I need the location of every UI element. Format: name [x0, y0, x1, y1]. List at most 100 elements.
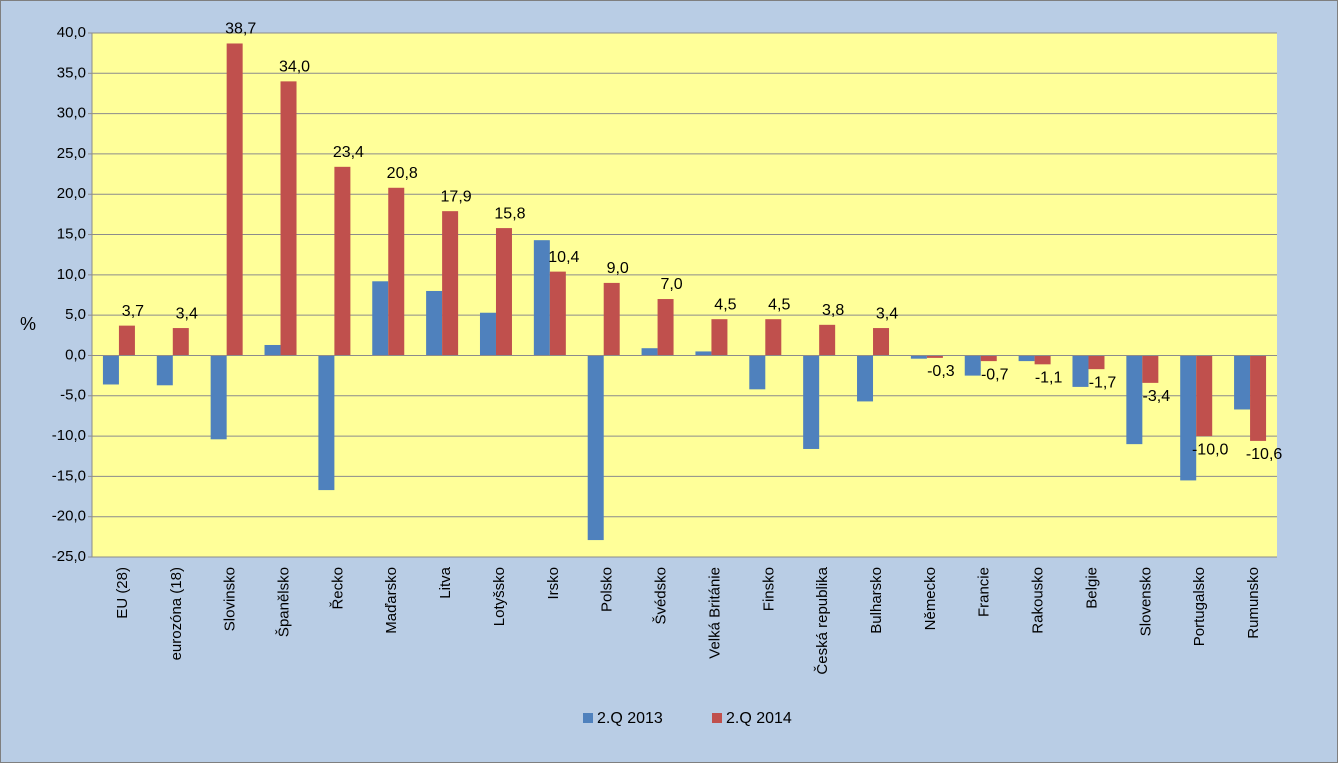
x-tick-label: EU (28) [114, 567, 131, 619]
bar [372, 281, 389, 356]
x-tick-label: Rumunsko [1245, 567, 1262, 639]
bar [749, 355, 766, 390]
value-label: 4,5 [768, 296, 790, 313]
bar [479, 312, 496, 356]
bar [803, 355, 820, 449]
y-tick-label: 25,0 [57, 145, 86, 162]
y-tick-label: -5,0 [60, 387, 86, 404]
bar [1180, 355, 1197, 481]
x-tick-label: Maďarsko [383, 567, 400, 634]
bar [910, 355, 927, 359]
y-tick-label: -10,0 [52, 427, 86, 444]
y-tick-label: -15,0 [52, 467, 86, 484]
bar [334, 166, 351, 356]
value-label: 38,7 [225, 21, 256, 38]
bar [210, 355, 227, 440]
x-tick-label: Rakousko [1030, 567, 1047, 634]
bar [1034, 355, 1051, 365]
y-tick-label: 5,0 [65, 306, 86, 323]
value-label: 4,5 [714, 296, 736, 313]
bar [603, 282, 620, 356]
value-label: 17,9 [441, 188, 472, 205]
bar [495, 228, 512, 356]
bar [1072, 355, 1089, 387]
bar [1126, 355, 1143, 445]
bar [318, 355, 335, 491]
value-label: -0,7 [981, 366, 1009, 383]
bar [172, 328, 189, 356]
x-tick-label: Finsko [760, 567, 777, 611]
value-label: 23,4 [333, 144, 364, 161]
bar [1250, 355, 1267, 441]
value-label: 3,8 [822, 302, 844, 319]
bar [657, 299, 674, 356]
bar [118, 325, 135, 356]
plot-area [92, 33, 1277, 557]
value-label: -3,4 [1143, 388, 1171, 405]
bar [1018, 355, 1035, 362]
x-tick-label: Portugalsko [1191, 567, 1208, 646]
y-tick-label: 15,0 [57, 226, 86, 243]
y-tick-label: 10,0 [57, 266, 86, 283]
legend-label: 2.Q 2013 [597, 710, 663, 727]
x-tick-label: Litva [437, 566, 454, 598]
bar [1142, 355, 1159, 383]
bar [587, 355, 604, 541]
x-tick-label: Slovensko [1137, 567, 1154, 636]
bar [873, 328, 890, 356]
bar [549, 271, 566, 356]
value-label: 7,0 [660, 276, 682, 293]
value-label: 15,8 [494, 205, 525, 222]
bar [533, 240, 550, 356]
x-tick-label: Francie [976, 567, 993, 617]
value-label: 3,4 [876, 305, 898, 322]
bar [926, 355, 943, 358]
bar [1234, 355, 1251, 410]
x-tick-label: Bulharsko [868, 567, 885, 634]
bar [711, 319, 728, 356]
bar [695, 351, 712, 356]
value-label: -10,0 [1192, 441, 1229, 458]
value-label: -0,3 [927, 363, 955, 380]
bar [857, 355, 874, 402]
x-tick-label: Slovinsko [222, 567, 239, 631]
x-tick-label: Belgie [1083, 567, 1100, 609]
bar [280, 81, 297, 356]
value-label: -1,7 [1089, 374, 1117, 391]
y-tick-label: -25,0 [52, 548, 86, 565]
x-tick-label: Polsko [599, 567, 616, 612]
bar [641, 348, 658, 356]
legend-swatch [583, 713, 593, 723]
x-tick-label: Velká Británie [706, 567, 723, 659]
x-tick-label: Lotyšsko [491, 567, 508, 626]
bar [264, 344, 281, 356]
bar [156, 355, 173, 386]
y-tick-label: 20,0 [57, 185, 86, 202]
value-label: 34,0 [279, 59, 310, 76]
x-tick-label: Španělsko [275, 567, 292, 637]
bar [819, 324, 836, 356]
x-tick-label: Irsko [545, 567, 562, 600]
value-label: 3,7 [122, 303, 144, 320]
bar [765, 319, 782, 356]
bar [1196, 355, 1213, 437]
bar [1088, 355, 1105, 370]
y-tick-label: 30,0 [57, 105, 86, 122]
bar [426, 290, 443, 356]
value-label: -10,6 [1246, 446, 1283, 463]
x-tick-label: Česká republika [814, 566, 831, 674]
bar [226, 43, 243, 356]
x-tick-label: eurozóna (18) [168, 567, 185, 660]
bar [102, 355, 119, 385]
bar [980, 355, 997, 362]
legend-label: 2.Q 2014 [726, 710, 792, 727]
value-label: 10,4 [548, 249, 579, 266]
value-label: 9,0 [607, 260, 629, 277]
legend-swatch [712, 713, 722, 723]
value-label: -1,1 [1035, 370, 1063, 387]
bar [964, 355, 981, 376]
y-axis-label: % [20, 314, 36, 334]
x-tick-label: Německo [922, 567, 939, 630]
